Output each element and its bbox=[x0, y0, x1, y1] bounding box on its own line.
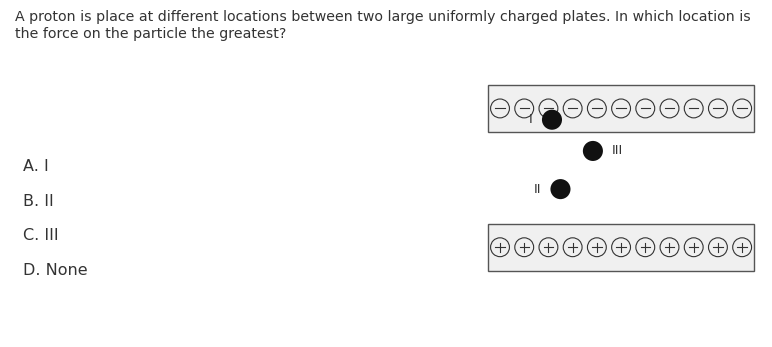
Ellipse shape bbox=[539, 238, 558, 257]
Ellipse shape bbox=[587, 238, 606, 257]
Ellipse shape bbox=[684, 238, 703, 257]
Ellipse shape bbox=[550, 179, 571, 199]
Ellipse shape bbox=[660, 238, 679, 257]
Ellipse shape bbox=[564, 99, 582, 118]
Text: II: II bbox=[533, 183, 541, 196]
Text: B. II: B. II bbox=[23, 194, 54, 209]
Ellipse shape bbox=[564, 238, 582, 257]
Ellipse shape bbox=[539, 99, 558, 118]
Ellipse shape bbox=[611, 99, 631, 118]
Ellipse shape bbox=[684, 99, 703, 118]
Ellipse shape bbox=[515, 99, 533, 118]
Ellipse shape bbox=[709, 99, 727, 118]
Text: C. III: C. III bbox=[23, 228, 59, 244]
Ellipse shape bbox=[490, 238, 510, 257]
Ellipse shape bbox=[636, 99, 655, 118]
Text: A. I: A. I bbox=[23, 159, 49, 174]
Ellipse shape bbox=[660, 99, 679, 118]
Ellipse shape bbox=[515, 238, 533, 257]
Text: D. None: D. None bbox=[23, 263, 88, 278]
Ellipse shape bbox=[709, 238, 727, 257]
Ellipse shape bbox=[733, 99, 752, 118]
FancyBboxPatch shape bbox=[488, 224, 754, 271]
Text: I: I bbox=[529, 113, 533, 126]
FancyBboxPatch shape bbox=[488, 85, 754, 132]
Ellipse shape bbox=[583, 141, 603, 161]
Text: III: III bbox=[612, 144, 624, 158]
Text: A proton is place at different locations between two large uniformly charged pla: A proton is place at different locations… bbox=[15, 10, 751, 41]
Ellipse shape bbox=[490, 99, 510, 118]
Ellipse shape bbox=[587, 99, 606, 118]
Ellipse shape bbox=[733, 238, 752, 257]
Ellipse shape bbox=[542, 110, 562, 130]
Ellipse shape bbox=[636, 238, 655, 257]
Ellipse shape bbox=[611, 238, 631, 257]
